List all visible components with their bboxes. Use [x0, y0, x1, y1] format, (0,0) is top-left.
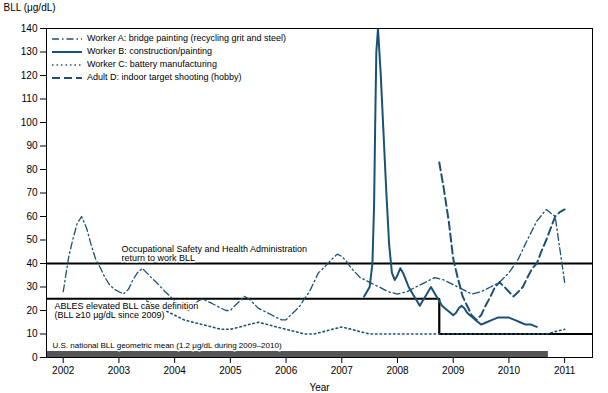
svg-text:2010: 2010 — [498, 365, 521, 376]
svg-text:110: 110 — [22, 93, 38, 104]
svg-text:30: 30 — [26, 281, 38, 292]
svg-text:2003: 2003 — [108, 365, 131, 376]
svg-text:2005: 2005 — [219, 365, 242, 376]
html-text:Adult D: indoor target shootin: Adult D: indoor target shooting (hobby) — [87, 72, 242, 82]
svg-text:70: 70 — [26, 187, 38, 198]
svg-text:2008: 2008 — [386, 365, 409, 376]
html-text:Worker B: construction/paintin: Worker B: construction/painting — [87, 46, 212, 56]
svg-text:2002: 2002 — [52, 365, 75, 376]
svg-text:10: 10 — [26, 328, 38, 339]
svg-text:130: 130 — [21, 46, 38, 57]
svg-text:2011: 2011 — [554, 365, 576, 376]
svg-text:40: 40 — [26, 258, 38, 269]
svg-text:BLL (μg/dL): BLL (μg/dL) — [4, 2, 56, 13]
svg-text:90: 90 — [26, 140, 38, 151]
svg-text:2006: 2006 — [275, 365, 298, 376]
svg-text:60: 60 — [26, 211, 38, 222]
svg-text:Year: Year — [309, 382, 330, 393]
html-text:Worker A: bridge painting (rec: Worker A: bridge painting (recycling gri… — [87, 33, 286, 43]
svg-text:2009: 2009 — [442, 365, 465, 376]
svg-text:U.S. national BLL geometric me: U.S. national BLL geometric mean (1.2 μg… — [53, 341, 282, 350]
svg-text:140: 140 — [21, 23, 38, 34]
svg-text:100: 100 — [21, 117, 38, 128]
svg-text:50: 50 — [26, 234, 38, 245]
svg-text:Occupational Safety and Health: Occupational Safety and Health Administr… — [122, 244, 308, 263]
svg-text:20: 20 — [26, 305, 38, 316]
html-text:Worker C: battery manufacturin: Worker C: battery manufacturing — [87, 59, 217, 69]
svg-text:120: 120 — [21, 70, 38, 81]
svg-text:ABLES elevated BLL case defini: ABLES elevated BLL case definition(BLL ≥… — [55, 301, 199, 320]
svg-text:2004: 2004 — [164, 365, 187, 376]
svg-text:80: 80 — [26, 164, 38, 175]
svg-text:2007: 2007 — [331, 365, 354, 376]
svg-text:0: 0 — [32, 352, 38, 363]
